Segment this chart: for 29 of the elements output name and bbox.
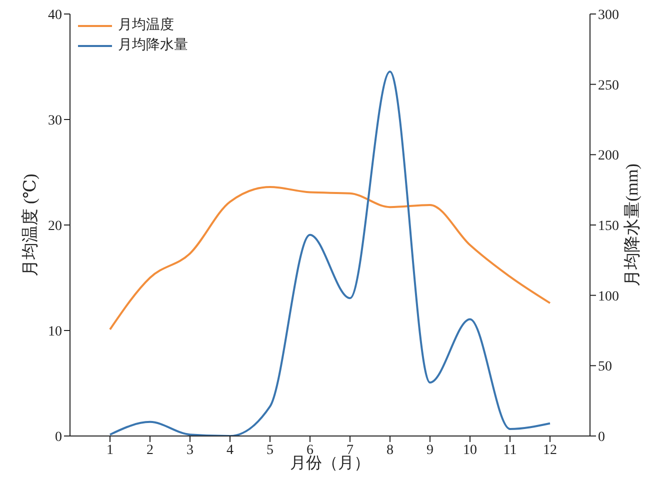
y-tick-label: 30 xyxy=(48,113,62,128)
x-tick-label: 9 xyxy=(426,442,434,458)
y-tick-label: 40 xyxy=(48,8,62,23)
y2-tick-label: 0 xyxy=(598,430,605,445)
legend-label: 月均温度 xyxy=(118,16,174,35)
x-tick-label: 12 xyxy=(543,442,557,458)
x-tick-label: 10 xyxy=(463,442,477,458)
y2-tick-label: 200 xyxy=(598,148,619,164)
y-tick-label: 10 xyxy=(48,324,62,340)
y2-tick-label: 50 xyxy=(598,360,612,375)
y-tick-label: 0 xyxy=(55,430,62,445)
y-axis-title: 月均温度 (℃) xyxy=(20,174,40,276)
line-series xyxy=(109,186,551,330)
x-tick-label: 11 xyxy=(503,442,517,458)
y2-tick-label: 300 xyxy=(598,8,619,23)
x-tick-label: 3 xyxy=(186,442,194,458)
legend-label: 月均降水量 xyxy=(118,36,188,55)
x-tick-label: 8 xyxy=(386,442,394,458)
x-tick-label: 4 xyxy=(226,442,234,458)
x-tick-label: 5 xyxy=(266,442,274,458)
y2-tick-label: 100 xyxy=(598,289,619,304)
y-tick-label: 20 xyxy=(48,218,62,234)
y2-tick-label: 150 xyxy=(598,218,619,234)
line-series xyxy=(109,70,551,436)
y2-axis-title: 月均降水量(mm) xyxy=(622,164,642,286)
y2-tick-label: 250 xyxy=(598,78,619,94)
x-tick-label: 2 xyxy=(146,442,154,458)
x-tick-label: 1 xyxy=(106,442,114,458)
x-axis-title: 月份（月） xyxy=(290,455,370,472)
